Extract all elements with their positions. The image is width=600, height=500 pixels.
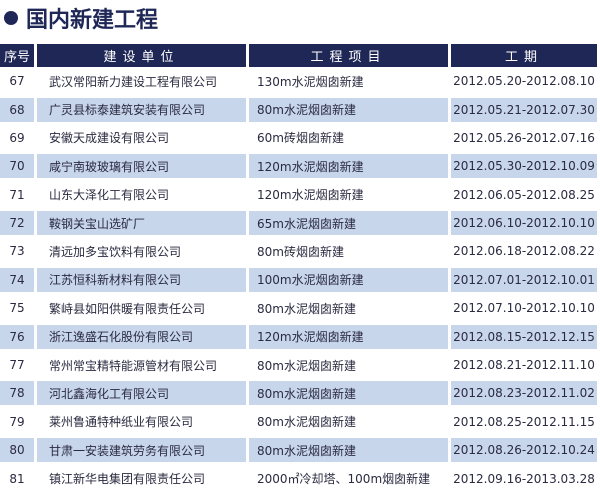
cell-project: 2000㎡冷却塔、100m烟囱新建 xyxy=(257,472,431,487)
table-row: 73 清远加多宝饮料有限公司 80m砖烟囱新建 2012.06.18-2012.08.… xyxy=(0,237,600,265)
cell-company: 安徽天成建设有限公司 xyxy=(49,131,170,146)
cell-period: 2012.05.30-2012.10.09 xyxy=(451,154,597,179)
cell-index: 77 xyxy=(9,358,25,373)
cell-company: 武汉常阳新力建设工程有限公司 xyxy=(49,74,218,89)
table-row: 68 广灵县标泰建筑安装有限公司 80m水泥烟囱新建 2012.05.21-2012.… xyxy=(0,97,600,122)
table-row: 77 常州常宝精特能源管材有限公司 80m水泥烟囱新建 2012.08.21-2012… xyxy=(0,351,600,379)
cell-company: 常州常宝精特能源管材有限公司 xyxy=(49,358,218,373)
cell-period: 2012.05.21-2012.07.30 xyxy=(451,97,597,122)
cell-company: 莱州鲁通特种纸业有限公司 xyxy=(49,415,194,430)
section-title-text: 国内新建工程 xyxy=(26,8,159,33)
cell-project: 120m水泥烟囱新建 xyxy=(257,188,364,203)
table-row: 74 江苏恒科新材料有限公司 100m水泥烟囱新建 2012.07.01-2012.1… xyxy=(0,267,600,292)
cell-project: 120m水泥烟囱新建 xyxy=(249,154,448,179)
cell-index: 72 xyxy=(0,211,34,236)
cell-index: 79 xyxy=(9,414,25,429)
project-table: 序号 建设单位 工程项目 工期 67 武汉常阳新力建设工程有限公司 130m水泥烟囱… xyxy=(0,44,600,493)
cell-company: 甘肃一安装建筑劳务有限公司 xyxy=(37,438,246,463)
cell-index: 70 xyxy=(0,154,34,179)
table-row: 78 河北鑫海化工有限公司 80m水泥烟囱新建 2012.08.23-2012.11.… xyxy=(0,381,600,406)
cell-company: 山东大泽化工有限公司 xyxy=(49,188,170,203)
cell-index: 75 xyxy=(9,301,25,316)
cell-period: 2012.06.10-2012.10.10 xyxy=(451,211,597,236)
cell-period: 2012.07.10-2012.10.10 xyxy=(453,301,595,316)
cell-index: 71 xyxy=(9,187,25,202)
cell-company: 江苏恒科新材料有限公司 xyxy=(37,267,246,292)
table-row: 69 安徽天成建设有限公司 60m砖烟囱新建 2012.05.26-2012.07.1… xyxy=(0,124,600,152)
table-row: 70 咸宁南玻玻璃有限公司 120m水泥烟囱新建 2012.05.30-2012.10… xyxy=(0,154,600,179)
table-row: 67 武汉常阳新力建设工程有限公司 130m水泥烟囱新建 2012.05.20-201… xyxy=(0,67,600,95)
cell-index: 67 xyxy=(9,74,25,89)
cell-index: 73 xyxy=(9,244,25,259)
cell-company: 浙江逸盛石化股份有限公司 xyxy=(37,324,246,349)
cell-project: 80m水泥烟囱新建 xyxy=(257,358,356,373)
cell-period: 2012.05.20-2012.08.10 xyxy=(453,74,595,89)
cell-company: 繁峙县如阳供暖有限责任公司 xyxy=(49,301,206,316)
cell-index: 80 xyxy=(0,438,34,463)
cell-project: 80m砖烟囱新建 xyxy=(257,244,344,259)
cell-period: 2012.08.26-2012.10.24 xyxy=(451,438,597,463)
table-row: 80 甘肃一安装建筑劳务有限公司 80m水泥烟囱新建 2012.08.26-2012.… xyxy=(0,438,600,463)
cell-index: 76 xyxy=(0,324,34,349)
cell-period: 2012.08.21-2012.11.10 xyxy=(453,358,595,373)
table-row: 72 鞍钢关宝山选矿厂 65m水泥烟囱新建 2012.06.10-2012.10.10 xyxy=(0,211,600,236)
cell-index: 74 xyxy=(0,267,34,292)
cell-project: 65m水泥烟囱新建 xyxy=(249,211,448,236)
header-index: 序号 xyxy=(0,44,34,67)
cell-project: 80m水泥烟囱新建 xyxy=(249,97,448,122)
table-row: 71 山东大泽化工有限公司 120m水泥烟囱新建 2012.06.05-2012.08… xyxy=(0,181,600,209)
header-project: 工程项目 xyxy=(249,44,448,67)
table-header: 序号 建设单位 工程项目 工期 xyxy=(0,44,600,67)
cell-index: 69 xyxy=(9,130,25,145)
cell-company: 咸宁南玻玻璃有限公司 xyxy=(37,154,246,179)
cell-project: 60m砖烟囱新建 xyxy=(257,131,344,146)
cell-period: 2012.07.01-2012.10.01 xyxy=(451,267,597,292)
cell-period: 2012.08.15-2012.12.15 xyxy=(451,324,597,349)
cell-period: 2012.05.26-2012.07.16 xyxy=(453,130,595,145)
cell-project: 130m水泥烟囱新建 xyxy=(257,74,364,89)
cell-period: 2012.08.25-2012.11.15 xyxy=(453,414,595,429)
table-row: 76 浙江逸盛石化股份有限公司 120m水泥烟囱新建 2012.08.15-2012.… xyxy=(0,324,600,349)
cell-project: 80m水泥烟囱新建 xyxy=(257,301,356,316)
section-title: 国内新建工程 xyxy=(4,2,158,34)
bullet-dot-icon xyxy=(4,11,18,25)
cell-company: 镇江新华电集团有限责任公司 xyxy=(49,472,206,487)
cell-project: 80m水泥烟囱新建 xyxy=(249,438,448,463)
cell-index: 81 xyxy=(9,471,25,486)
cell-period: 2012.08.23-2012.11.02 xyxy=(451,381,597,406)
table-row: 81 镇江新华电集团有限责任公司 2000㎡冷却塔、100m烟囱新建 2012.09.… xyxy=(0,464,600,492)
cell-project: 80m水泥烟囱新建 xyxy=(257,415,356,430)
cell-company: 广灵县标泰建筑安装有限公司 xyxy=(37,97,246,122)
cell-period: 2012.06.05-2012.08.25 xyxy=(453,187,595,202)
cell-project: 120m水泥烟囱新建 xyxy=(249,324,448,349)
cell-company: 鞍钢关宝山选矿厂 xyxy=(37,211,246,236)
header-period: 工期 xyxy=(451,44,597,67)
cell-company: 清远加多宝饮料有限公司 xyxy=(49,244,182,259)
table-row: 75 繁峙县如阳供暖有限责任公司 80m水泥烟囱新建 2012.07.10-2012.… xyxy=(0,294,600,322)
cell-project: 100m水泥烟囱新建 xyxy=(249,267,448,292)
cell-period: 2012.06.18-2012.08.22 xyxy=(453,244,595,259)
cell-index: 78 xyxy=(0,381,34,406)
cell-period: 2012.09.16-2013.03.28 xyxy=(453,471,595,486)
table-row: 79 莱州鲁通特种纸业有限公司 80m水泥烟囱新建 2012.08.25-2012.1… xyxy=(0,408,600,436)
cell-index: 68 xyxy=(0,97,34,122)
cell-company: 河北鑫海化工有限公司 xyxy=(37,381,246,406)
header-company: 建设单位 xyxy=(37,44,246,67)
cell-project: 80m水泥烟囱新建 xyxy=(249,381,448,406)
